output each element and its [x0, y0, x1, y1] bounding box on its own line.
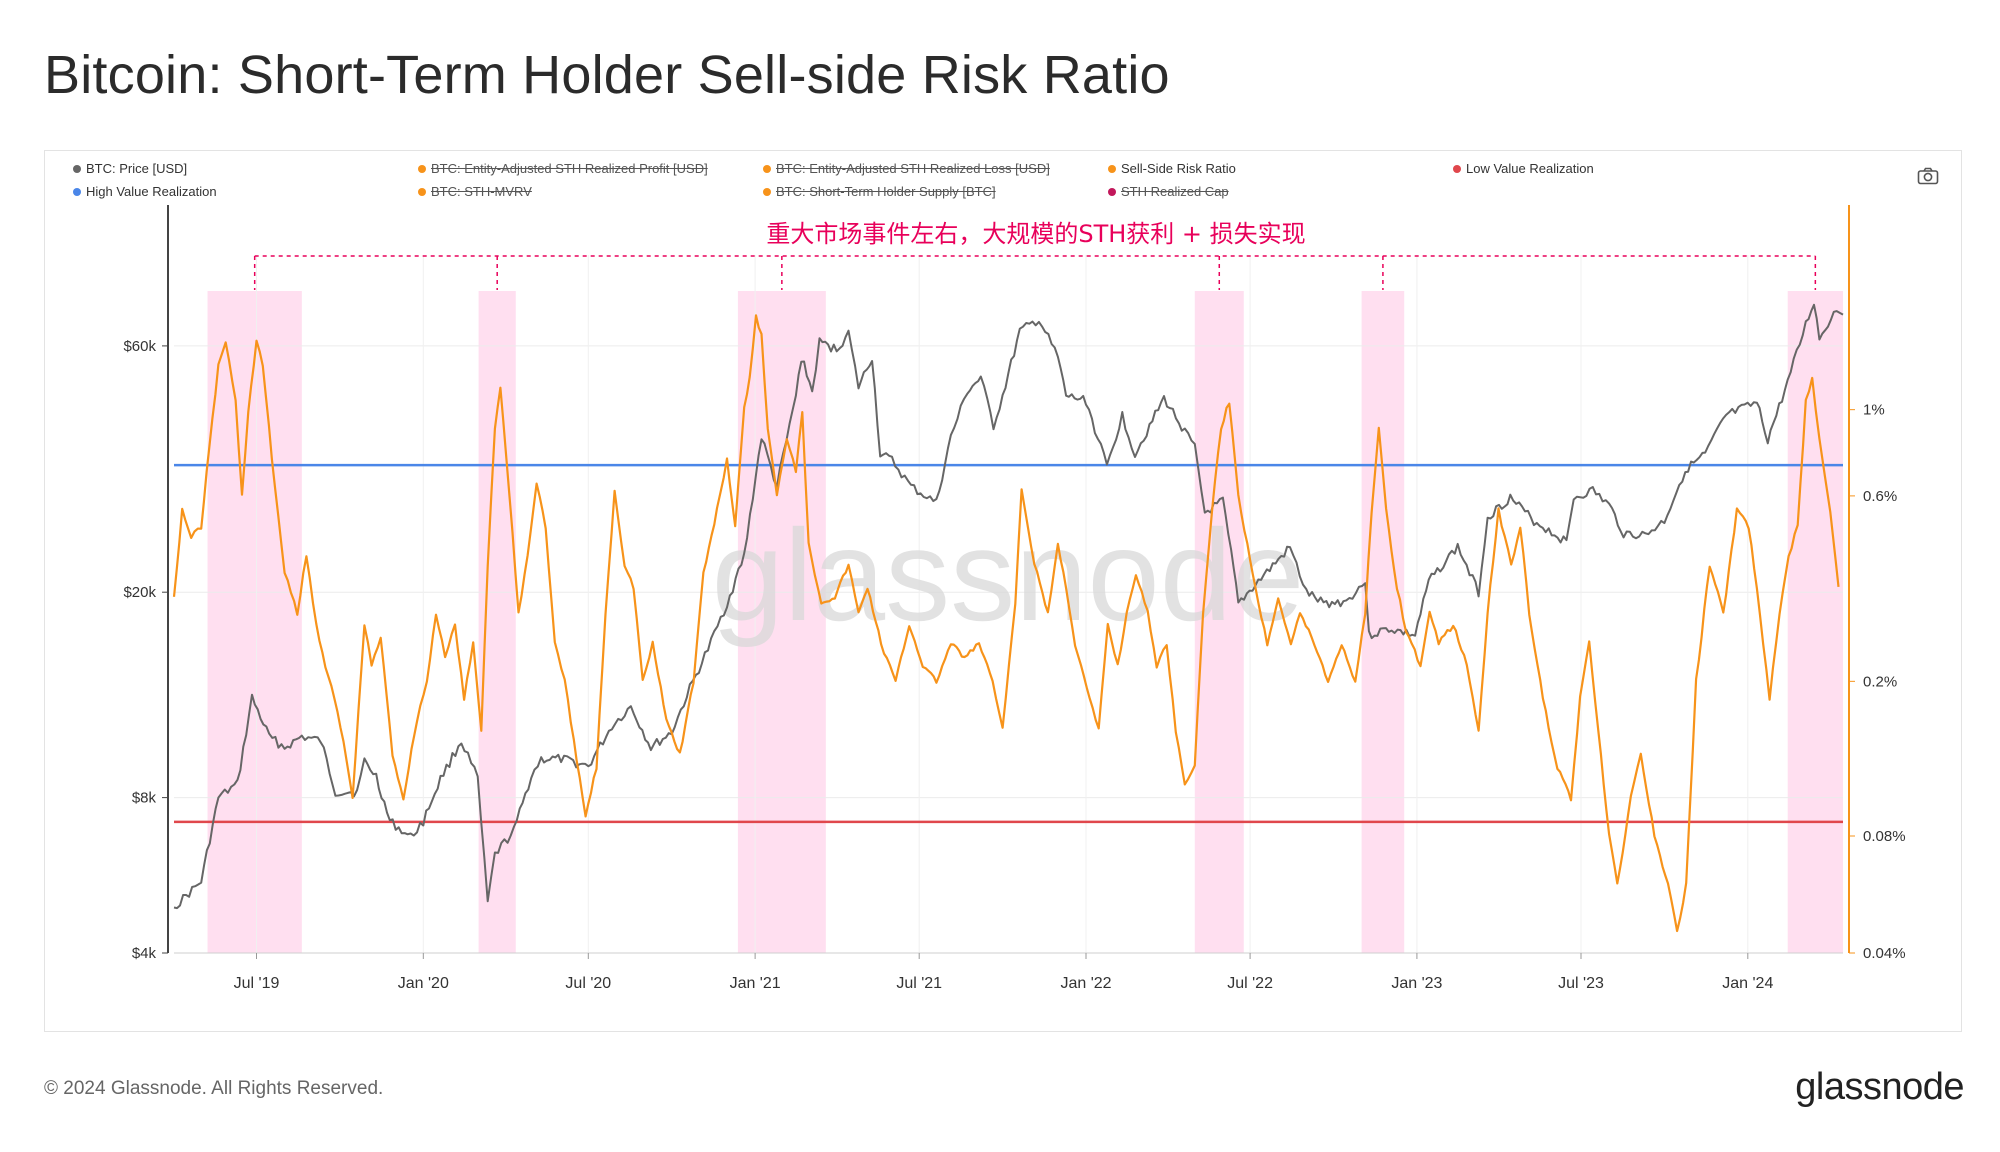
left-tick-label: $60k — [123, 338, 156, 355]
legend-label: BTC: Short-Term Holder Supply [BTC] — [776, 184, 996, 199]
x-tick-label: Jul '19 — [234, 975, 280, 992]
left-tick-label: $20k — [123, 584, 156, 601]
copyright-text: © 2024 Glassnode. All Rights Reserved. — [44, 1078, 384, 1099]
legend-swatch — [1108, 164, 1116, 173]
legend-swatch — [1108, 187, 1116, 196]
x-tick-label: Jul '20 — [565, 975, 611, 992]
legend-item[interactable]: Sell-Side Risk Ratio — [1108, 161, 1236, 176]
x-tick-label: Jan '21 — [730, 975, 781, 992]
legend-swatch — [73, 187, 81, 196]
right-tick-label: 0.04% — [1863, 945, 1906, 962]
legend-item[interactable]: BTC: Short-Term Holder Supply [BTC] — [763, 184, 996, 199]
right-tick-label: 0.2% — [1863, 673, 1897, 690]
legend-label: Sell-Side Risk Ratio — [1121, 161, 1236, 176]
price-series-line — [173, 303, 1844, 910]
legend-swatch — [418, 164, 426, 173]
legend-item[interactable]: BTC: STH-MVRV — [418, 184, 532, 199]
chart-panel: BTC: Price [USD] BTC: Entity-Adjusted STH… — [44, 150, 1962, 1032]
x-tick-label: Jan '20 — [398, 975, 449, 992]
x-tick-label: Jan '24 — [1722, 975, 1773, 992]
legend-swatch — [763, 164, 771, 173]
legend-swatch — [1453, 164, 1461, 173]
highlight-band — [207, 291, 302, 953]
legend-label: BTC: STH-MVRV — [431, 184, 532, 199]
annotation-text-background — [735, 214, 1337, 250]
right-tick-label: 0.08% — [1863, 828, 1906, 845]
legend-item[interactable]: High Value Realization — [73, 184, 217, 199]
legend-swatch — [418, 187, 426, 196]
legend-label: BTC: Price [USD] — [86, 161, 188, 176]
sell-side-risk-ratio-line — [172, 314, 1840, 933]
right-tick-label: 1% — [1863, 402, 1885, 419]
legend-label: Low Value Realization — [1466, 161, 1594, 176]
legend-item[interactable]: Low Value Realization — [1453, 161, 1594, 176]
legend-label: High Value Realization — [86, 184, 217, 199]
glassnode-logo[interactable]: glassnode — [1795, 1066, 1964, 1108]
x-tick-label: Jul '23 — [1558, 975, 1604, 992]
legend-label: BTC: Entity-Adjusted STH Realized Loss [… — [776, 161, 1050, 176]
x-tick-label: Jul '22 — [1227, 975, 1273, 992]
x-tick-label: Jan '22 — [1060, 975, 1111, 992]
legend-label: BTC: Entity-Adjusted STH Realized Profit… — [431, 161, 708, 176]
annotation-text: 重大市场事件左右，大规模的STH获利 + 损失实现 — [766, 220, 1305, 248]
highlight-band — [737, 291, 826, 953]
legend-label: STH Realized Cap — [1121, 184, 1229, 199]
x-tick-label: Jan '23 — [1391, 975, 1442, 992]
legend-item[interactable]: BTC: Price [USD] — [73, 161, 187, 176]
x-tick-label: Jul '21 — [896, 975, 942, 992]
watermark-text: glassnode — [712, 502, 1305, 648]
legend-swatch — [73, 164, 81, 173]
page-title: Bitcoin: Short-Term Holder Sell-side Ris… — [44, 45, 1170, 105]
legend-item[interactable]: BTC: Entity-Adjusted STH Realized Profit… — [418, 161, 708, 176]
left-tick-label: $8k — [132, 790, 157, 807]
highlight-band — [1787, 291, 1843, 953]
left-tick-label: $4k — [132, 945, 157, 962]
legend-item[interactable]: BTC: Entity-Adjusted STH Realized Loss [… — [763, 161, 1050, 176]
legend-item[interactable]: STH Realized Cap — [1108, 184, 1229, 199]
legend-swatch — [763, 187, 771, 196]
camera-icon[interactable] — [1917, 167, 1939, 185]
right-tick-label: 0.6% — [1863, 488, 1897, 505]
chart-legend: BTC: Price [USD] BTC: Entity-Adjusted STH… — [73, 161, 1873, 209]
